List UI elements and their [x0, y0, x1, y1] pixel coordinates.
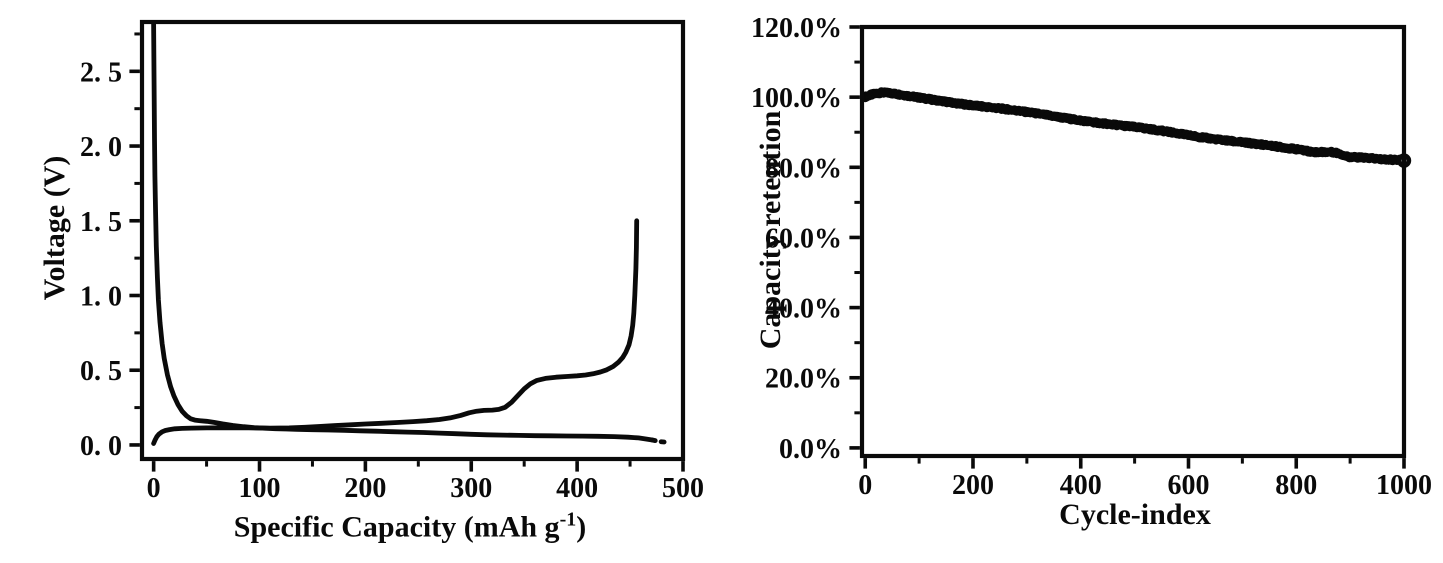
y-tick-label: 60.0%	[765, 223, 842, 254]
x-tick-label: 200	[952, 470, 994, 501]
y-tick-label: 0.0%	[779, 434, 842, 465]
capacity-retention-axes: 0 200 400 600 800 1000 0.0% 20.0% 40.0% 60.0% 80.0…	[751, 13, 1432, 501]
capacity-retention-plot-border	[859, 24, 1407, 459]
right-chart-y-axis-title: Capacity retention	[754, 110, 787, 350]
x-tick-label: 200	[344, 473, 386, 504]
x-tick-label: 600	[1167, 470, 1209, 501]
x-tick-label: 400	[1060, 470, 1102, 501]
x-tick-label: 300	[450, 473, 492, 504]
left-x-title-main: Specific Capacity (mAh g	[233, 510, 560, 544]
y-tick-label: 1. 0	[80, 281, 122, 312]
y-tick-label: 20.0%	[765, 364, 842, 395]
x-tick-label: 100	[239, 473, 281, 504]
y-tick-label: 0. 0	[80, 431, 122, 462]
y-tick-label: 2. 0	[80, 132, 122, 163]
voltage-capacity-series-group	[151, 22, 672, 446]
x-tick-label: 1000	[1376, 470, 1432, 501]
voltage-capacity-plot-border	[139, 19, 686, 462]
x-tick-label: 0	[858, 470, 872, 501]
y-tick-label: 80.0%	[765, 153, 842, 184]
capacity-retention-scatter-series	[861, 87, 1409, 166]
left-x-title-superscript: -1	[559, 508, 577, 531]
left-chart-y-axis-title: Voltage (V)	[38, 155, 71, 301]
left-x-title-close: )	[576, 510, 587, 544]
x-tick-label: 800	[1275, 470, 1317, 501]
y-tick-label: 0. 5	[80, 356, 122, 387]
y-tick-label: 1. 5	[80, 207, 122, 238]
voltage-capacity-axes: 0 100 200 300 400 500 0. 0 0. 5 1. 0 1. 5 2. 0 2. 5	[80, 19, 704, 504]
x-tick-label: 500	[662, 473, 704, 504]
y-tick-label: 100.0%	[751, 83, 842, 114]
x-tick-label: 0	[147, 473, 161, 504]
y-tick-label: 2. 5	[80, 57, 122, 88]
right-chart-x-axis-title: Cycle-index	[1059, 498, 1211, 531]
voltage-capacity-charge-curve	[151, 218, 640, 446]
left-chart-x-axis-title: Specific Capacity (mAh g-1)	[234, 510, 586, 543]
y-tick-label: 120.0%	[751, 13, 842, 44]
x-tick-label: 400	[556, 473, 598, 504]
voltage-capacity-discharge-tail-curve	[649, 437, 672, 445]
y-tick-label: 40.0%	[765, 294, 842, 325]
